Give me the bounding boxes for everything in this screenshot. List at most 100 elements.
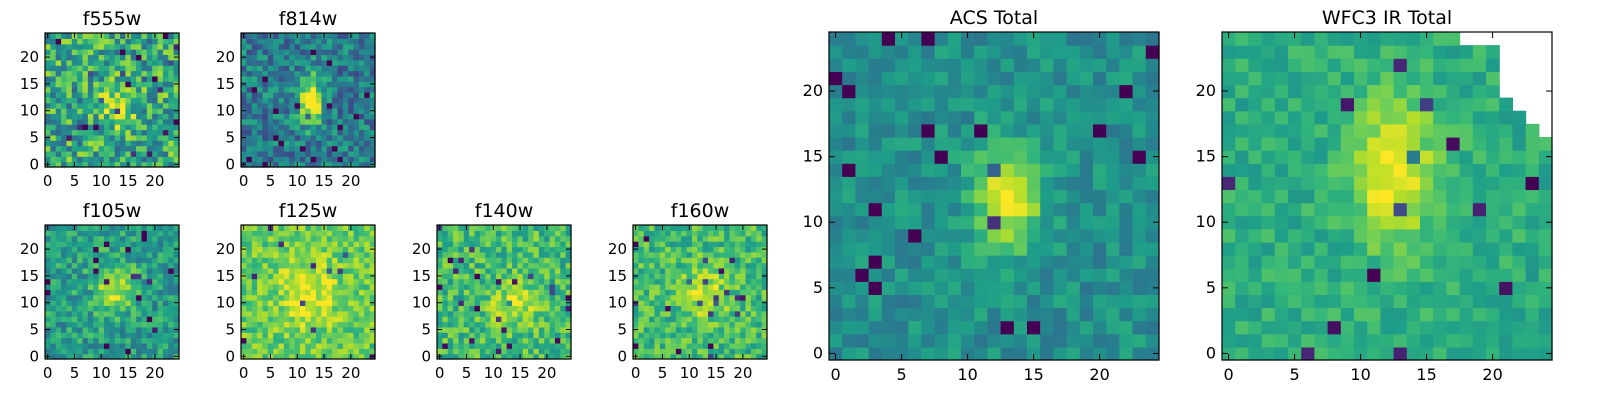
heatmap-cell bbox=[162, 337, 169, 344]
heatmap-cell bbox=[289, 326, 296, 333]
heatmap-cell bbox=[538, 251, 545, 258]
heatmap-cell bbox=[87, 316, 94, 323]
heatmap-cell bbox=[173, 91, 180, 98]
heatmap-cell bbox=[1525, 268, 1540, 282]
heatmap-cell bbox=[98, 332, 105, 339]
heatmap-cell bbox=[257, 316, 264, 323]
heatmap-cell bbox=[1027, 228, 1041, 243]
heatmap-cell bbox=[1053, 58, 1068, 72]
heatmap-cell bbox=[675, 273, 682, 280]
heatmap-cell bbox=[337, 235, 344, 242]
heatmap-cell bbox=[168, 310, 175, 317]
heatmap-cell bbox=[98, 251, 105, 258]
heatmap-cell bbox=[974, 241, 988, 256]
heatmap-cell bbox=[157, 43, 164, 50]
heatmap-cell bbox=[241, 257, 247, 264]
heatmap-cell bbox=[512, 348, 518, 355]
heatmap-cell bbox=[348, 246, 355, 253]
heatmap-cell bbox=[987, 136, 1002, 151]
x-tick-label: 0 bbox=[239, 364, 249, 382]
heatmap-cell bbox=[316, 273, 322, 280]
heatmap-cell bbox=[469, 316, 476, 323]
heatmap-cell bbox=[66, 225, 73, 231]
x-tick-label: 20 bbox=[1089, 365, 1109, 384]
heatmap-cell bbox=[369, 337, 376, 344]
heatmap-cell bbox=[278, 235, 285, 242]
heatmap-cell bbox=[1446, 241, 1461, 256]
heatmap-cell bbox=[337, 332, 344, 339]
heatmap-cell bbox=[316, 134, 322, 141]
heatmap-cell bbox=[98, 70, 105, 77]
heatmap-cell bbox=[442, 353, 449, 360]
heatmap-cell bbox=[289, 65, 296, 72]
heatmap-cell bbox=[71, 145, 78, 152]
heatmap-cell bbox=[321, 43, 328, 50]
heatmap-cell bbox=[55, 33, 62, 39]
heatmap-cell bbox=[267, 86, 274, 93]
heatmap-cell bbox=[358, 235, 365, 242]
heatmap-cell bbox=[1027, 281, 1041, 295]
heatmap-cell bbox=[173, 38, 180, 45]
heatmap-cell bbox=[316, 140, 322, 147]
heatmap-cell bbox=[337, 337, 344, 344]
heatmap-cell bbox=[659, 305, 666, 312]
heatmap-cell bbox=[855, 123, 870, 138]
heatmap-cell bbox=[1093, 123, 1107, 138]
heatmap-cell bbox=[479, 257, 486, 264]
heatmap-cell bbox=[1261, 294, 1276, 309]
heatmap-cell bbox=[353, 97, 360, 104]
heatmap-cell bbox=[87, 118, 94, 125]
heatmap-cell bbox=[50, 348, 57, 355]
heatmap-cell bbox=[1235, 241, 1249, 256]
heatmap-cell bbox=[1222, 255, 1236, 269]
heatmap-cell bbox=[1499, 255, 1513, 269]
axes-frame-acs-total bbox=[828, 31, 1160, 361]
heatmap-cell bbox=[842, 241, 856, 256]
heatmap-cell bbox=[98, 342, 105, 349]
heatmap-cell bbox=[1525, 255, 1540, 269]
heatmap-cell bbox=[262, 310, 269, 317]
heatmap-cell bbox=[1512, 215, 1527, 230]
heatmap-cell bbox=[665, 273, 672, 280]
heatmap-cell bbox=[522, 257, 529, 264]
heatmap-cell bbox=[1327, 294, 1342, 309]
heatmap-cell bbox=[87, 300, 94, 306]
heatmap-cell bbox=[93, 161, 100, 168]
heatmap-cell bbox=[77, 102, 84, 109]
heatmap-cell bbox=[257, 332, 264, 339]
heatmap-cell bbox=[1512, 333, 1527, 348]
heatmap-cell bbox=[934, 228, 949, 243]
heatmap-cell bbox=[98, 156, 105, 163]
heatmap-cell bbox=[934, 84, 949, 99]
heatmap-cell bbox=[638, 353, 645, 360]
heatmap-cell bbox=[369, 97, 376, 104]
heatmap-cell bbox=[348, 267, 355, 274]
heatmap-cell bbox=[501, 289, 508, 296]
heatmap-cell bbox=[506, 225, 513, 231]
heatmap-cell bbox=[141, 337, 148, 344]
heatmap-cell bbox=[262, 65, 269, 72]
heatmap-cell bbox=[560, 278, 567, 285]
heatmap-cell bbox=[691, 310, 698, 317]
heatmap-cell bbox=[61, 353, 68, 360]
heatmap-cell bbox=[1053, 97, 1068, 112]
heatmap-cell bbox=[1040, 71, 1054, 86]
heatmap-cell bbox=[146, 283, 153, 290]
heatmap-cell bbox=[152, 91, 159, 98]
heatmap-cell bbox=[1106, 228, 1120, 243]
heatmap-cell bbox=[55, 321, 62, 328]
heatmap-cell bbox=[659, 289, 666, 296]
heatmap-cell bbox=[152, 54, 159, 61]
heatmap-cell bbox=[289, 230, 296, 237]
heatmap-cell bbox=[61, 241, 68, 248]
heatmap-cell bbox=[82, 91, 89, 98]
heatmap-cell bbox=[638, 273, 645, 280]
heatmap-cell bbox=[337, 81, 344, 88]
heatmap-cell bbox=[125, 43, 132, 50]
heatmap-cell bbox=[130, 283, 137, 290]
heatmap-cell bbox=[987, 45, 1002, 59]
heatmap-cell bbox=[702, 278, 709, 285]
heatmap-cell bbox=[761, 321, 768, 328]
heatmap-cell bbox=[868, 84, 883, 99]
heatmap-cell bbox=[734, 321, 741, 328]
